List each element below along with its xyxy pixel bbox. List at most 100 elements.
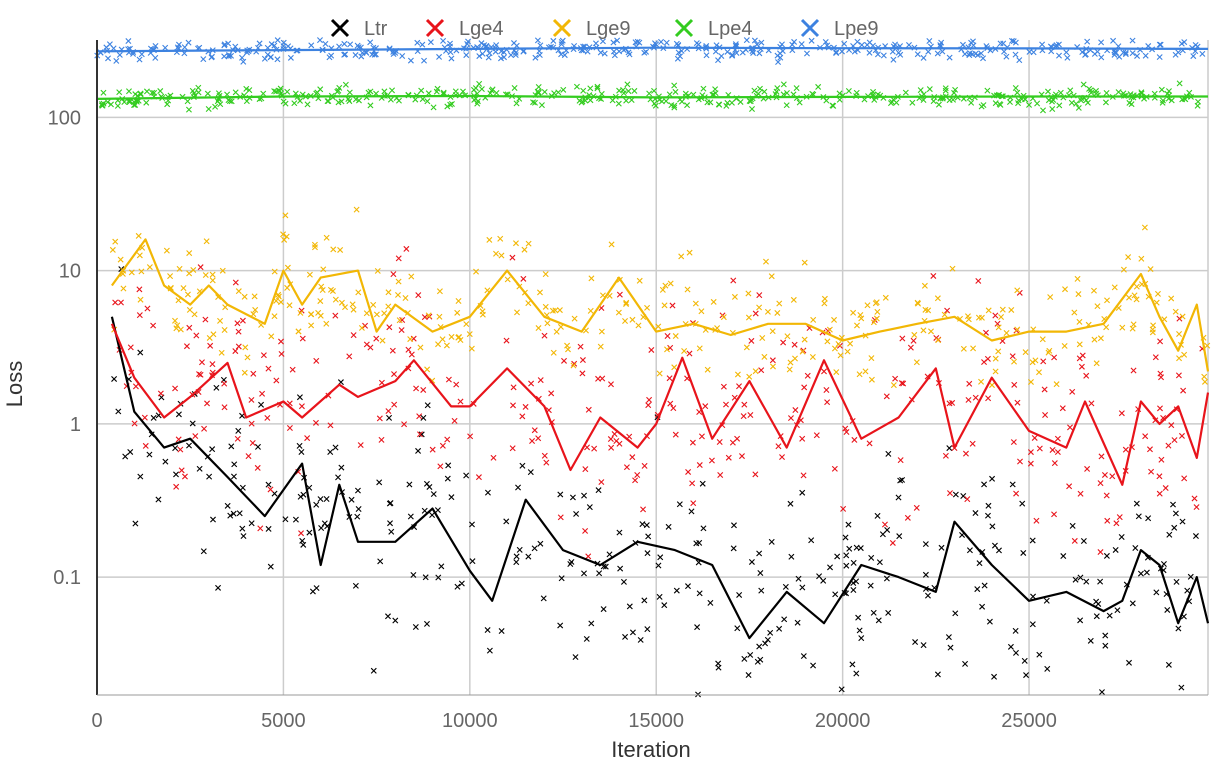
- point-ltr: [410, 571, 417, 578]
- point-ltr: [434, 507, 441, 514]
- point-lpe4: [448, 101, 455, 108]
- point-ltr: [430, 491, 437, 498]
- scatter-ltr: [111, 266, 1199, 698]
- point-lpe9: [414, 39, 421, 46]
- point-lpe4: [297, 97, 303, 104]
- point-ltr: [641, 597, 648, 604]
- point-lpe9: [743, 37, 750, 44]
- point-lpe4: [950, 96, 957, 103]
- point-lge9: [774, 309, 781, 316]
- point-lpe4: [749, 106, 756, 113]
- point-ltr: [962, 660, 969, 667]
- point-lge9: [571, 315, 578, 322]
- point-ltr: [856, 627, 863, 634]
- point-lge4: [748, 337, 755, 344]
- point-lge9: [353, 206, 360, 213]
- point-lge9: [1138, 255, 1145, 262]
- point-lge4: [892, 375, 899, 382]
- point-lge9: [844, 348, 851, 355]
- point-lpe4: [651, 87, 657, 94]
- point-lpe4: [243, 85, 250, 92]
- point-lpe4: [149, 89, 156, 96]
- point-lpe4: [99, 102, 106, 109]
- point-lpe4: [1040, 107, 1046, 114]
- point-lpe9: [369, 51, 376, 58]
- point-lge4: [249, 440, 256, 447]
- point-ltr: [484, 627, 491, 634]
- point-lpe4: [887, 100, 894, 107]
- point-lpe9: [359, 49, 366, 56]
- point-lpe9: [1116, 53, 1123, 60]
- point-lge9: [565, 346, 571, 353]
- point-lge9: [439, 336, 446, 343]
- point-ltr: [912, 639, 919, 646]
- point-lpe4: [646, 90, 653, 97]
- point-lpe9: [724, 48, 731, 55]
- point-ltr: [849, 661, 856, 668]
- point-lpe4: [164, 101, 171, 108]
- point-ltr: [1112, 546, 1119, 553]
- point-lge9: [542, 271, 549, 278]
- point-lge9: [970, 345, 977, 352]
- point-lpe4: [538, 102, 545, 109]
- point-lpe4: [282, 100, 289, 107]
- point-ltr: [934, 671, 941, 678]
- point-lge4: [591, 445, 598, 452]
- point-lge4: [843, 429, 850, 436]
- point-lge4: [1148, 468, 1155, 475]
- point-lge9: [661, 302, 668, 309]
- point-lpe4: [728, 99, 735, 106]
- point-ltr: [1164, 606, 1171, 613]
- point-lge9: [514, 309, 520, 316]
- point-ltr: [254, 443, 261, 450]
- point-lge9: [319, 287, 326, 294]
- point-lpe4: [1080, 81, 1087, 88]
- point-lge4: [1071, 537, 1078, 544]
- point-ltr: [782, 583, 789, 590]
- point-ltr: [1093, 613, 1100, 620]
- point-lge4: [529, 437, 536, 444]
- point-lpe4: [284, 88, 291, 95]
- point-lpe4: [352, 96, 359, 103]
- point-lpe4: [1034, 100, 1041, 107]
- point-lpe9: [225, 40, 232, 47]
- point-lpe9: [341, 40, 348, 47]
- point-ltr: [355, 506, 362, 512]
- point-lge9: [1045, 349, 1052, 356]
- point-lge9: [137, 296, 144, 303]
- point-lge4: [851, 436, 858, 443]
- point-lpe9: [1012, 51, 1019, 58]
- point-lge9: [271, 268, 278, 275]
- point-lge4: [1168, 422, 1175, 429]
- point-ltr: [643, 522, 650, 529]
- point-ltr: [947, 644, 954, 651]
- point-lge4: [1027, 449, 1034, 456]
- point-lge9: [521, 246, 528, 253]
- point-lge4: [913, 504, 920, 511]
- point-lpe9: [1001, 48, 1008, 55]
- point-ltr: [808, 537, 815, 544]
- point-lge4: [1165, 442, 1172, 449]
- point-lge4: [395, 255, 402, 262]
- point-lge4: [117, 299, 124, 306]
- point-lge4: [607, 436, 614, 443]
- point-lge9: [949, 265, 956, 272]
- point-lpe4: [615, 100, 622, 107]
- point-lpe9: [798, 41, 805, 48]
- point-ltr: [756, 550, 763, 557]
- point-ltr: [387, 520, 394, 527]
- point-ltr: [1118, 534, 1125, 540]
- point-ltr: [1187, 573, 1194, 580]
- point-lge9: [317, 298, 324, 305]
- point-lpe9: [274, 56, 281, 63]
- point-lge4: [444, 436, 451, 443]
- point-ltr: [595, 487, 602, 494]
- point-lpe9: [905, 41, 912, 48]
- point-lpe9: [1142, 52, 1149, 59]
- point-lpe4: [1075, 104, 1082, 111]
- point-lge9: [363, 310, 370, 317]
- point-lpe9: [715, 57, 722, 64]
- point-lge9: [283, 233, 290, 240]
- point-lpe4: [684, 102, 691, 109]
- point-lge4: [664, 333, 671, 339]
